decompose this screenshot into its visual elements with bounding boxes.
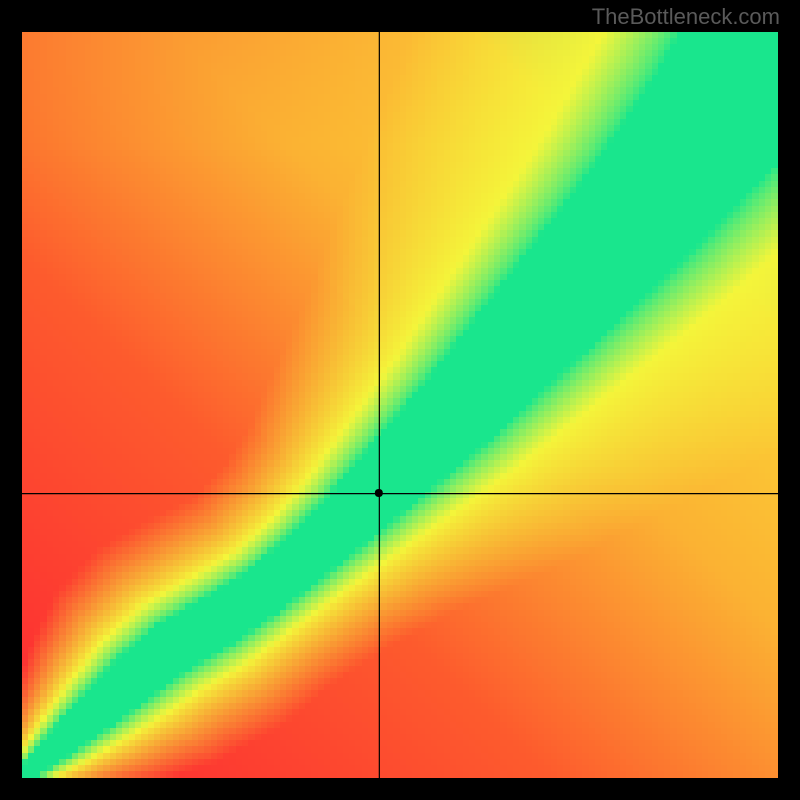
heatmap-plot bbox=[22, 32, 778, 778]
watermark-text: TheBottleneck.com bbox=[592, 4, 780, 30]
chart-container: TheBottleneck.com bbox=[0, 0, 800, 800]
heatmap-canvas bbox=[22, 32, 778, 778]
